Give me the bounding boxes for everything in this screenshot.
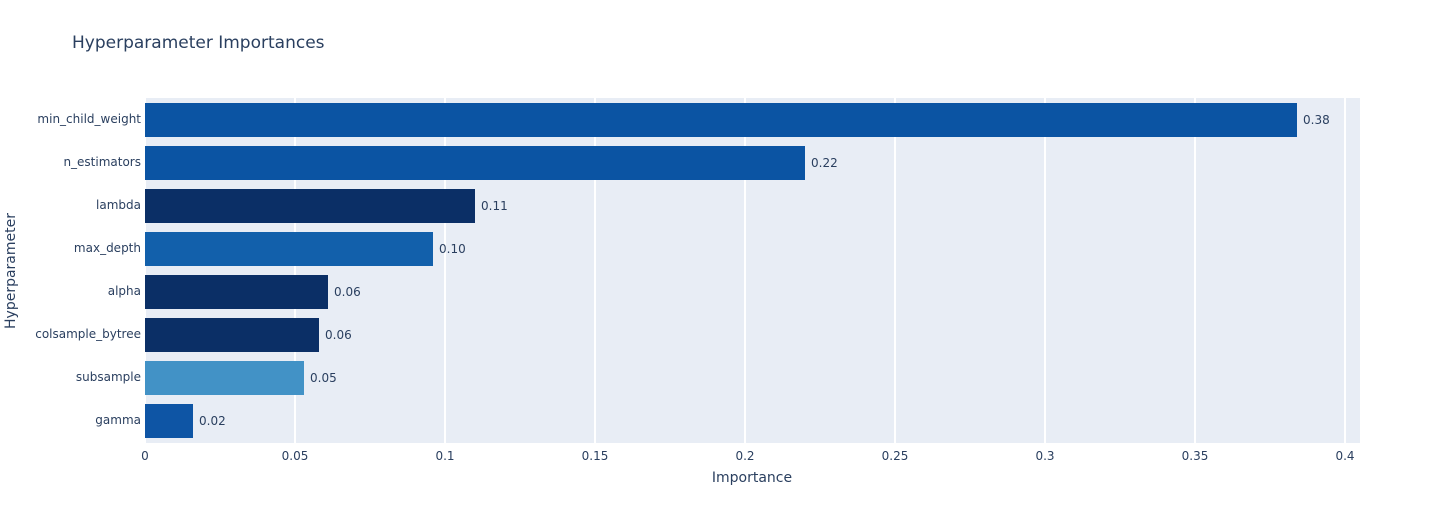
- y-tick-max_depth: max_depth: [73, 240, 141, 255]
- bar-lambda[interactable]: [145, 188, 475, 223]
- chart-title: Hyperparameter Importances: [72, 33, 325, 53]
- x-tick-0.3: 0.3: [1035, 449, 1055, 463]
- x-tick-0.05: 0.05: [281, 449, 309, 463]
- bar-value-lambda: 0.11: [481, 198, 508, 213]
- gridline-x-0.05: [294, 98, 296, 443]
- y-tick-gamma: gamma: [95, 413, 141, 428]
- bar-value-max_depth: 0.10: [439, 241, 466, 256]
- bar-value-alpha: 0.06: [334, 285, 361, 300]
- y-tick-n_estimators: n_estimators: [63, 154, 141, 169]
- x-tick-0.4: 0.4: [1335, 449, 1355, 463]
- y-axis-title: Hyperparameter: [3, 213, 19, 329]
- bar-row-gamma: 0.02: [145, 400, 1360, 443]
- y-tick-min_child_weight: min_child_weight: [37, 111, 141, 126]
- bar-value-gamma: 0.02: [199, 414, 226, 429]
- bar-row-min_child_weight: 0.38: [145, 98, 1360, 141]
- bar-value-min_child_weight: 0.38: [1303, 112, 1330, 127]
- x-tick-0.1: 0.1: [435, 449, 455, 463]
- gridline-x-0.35: [1194, 98, 1196, 443]
- gridline-x-0.25: [894, 98, 896, 443]
- bar-gamma[interactable]: [145, 404, 193, 439]
- bar-value-colsample_bytree: 0.06: [325, 328, 352, 343]
- bar-row-max_depth: 0.10: [145, 227, 1360, 270]
- gridline-x-0.1: [444, 98, 446, 443]
- bar-row-alpha: 0.06: [145, 271, 1360, 314]
- bar-min_child_weight[interactable]: [145, 102, 1297, 137]
- bar-value-n_estimators: 0.22: [811, 155, 838, 170]
- x-tick-0.2: 0.2: [735, 449, 755, 463]
- gridline-x-0.15: [594, 98, 596, 443]
- bar-row-colsample_bytree: 0.06: [145, 314, 1360, 357]
- x-tick-0.25: 0.25: [881, 449, 909, 463]
- bar-n_estimators[interactable]: [145, 145, 805, 180]
- bar-value-subsample: 0.05: [310, 371, 337, 386]
- gridline-x-0.2: [744, 98, 746, 443]
- bar-alpha[interactable]: [145, 275, 328, 310]
- x-tick-0.15: 0.15: [581, 449, 609, 463]
- y-tick-lambda: lambda: [96, 197, 141, 212]
- gridline-x-0.3: [1044, 98, 1046, 443]
- x-tick-0: 0: [141, 449, 149, 463]
- plot-area[interactable]: 0.38 0.22 0.11 0.10 0.06 0.06 0.05 0.02: [145, 98, 1360, 443]
- gridline-x-0: [145, 98, 146, 443]
- gridline-x-0.4: [1344, 98, 1346, 443]
- bar-colsample_bytree[interactable]: [145, 318, 319, 353]
- bar-row-subsample: 0.05: [145, 357, 1360, 400]
- bar-row-n_estimators: 0.22: [145, 141, 1360, 184]
- bar-subsample[interactable]: [145, 361, 304, 396]
- x-axis-title: Importance: [711, 470, 793, 486]
- y-tick-subsample: subsample: [75, 370, 141, 385]
- bar-row-lambda: 0.11: [145, 184, 1360, 227]
- y-tick-alpha: alpha: [107, 284, 141, 299]
- x-tick-0.35: 0.35: [1181, 449, 1209, 463]
- bar-max_depth[interactable]: [145, 231, 433, 266]
- y-tick-colsample_bytree: colsample_bytree: [35, 327, 141, 342]
